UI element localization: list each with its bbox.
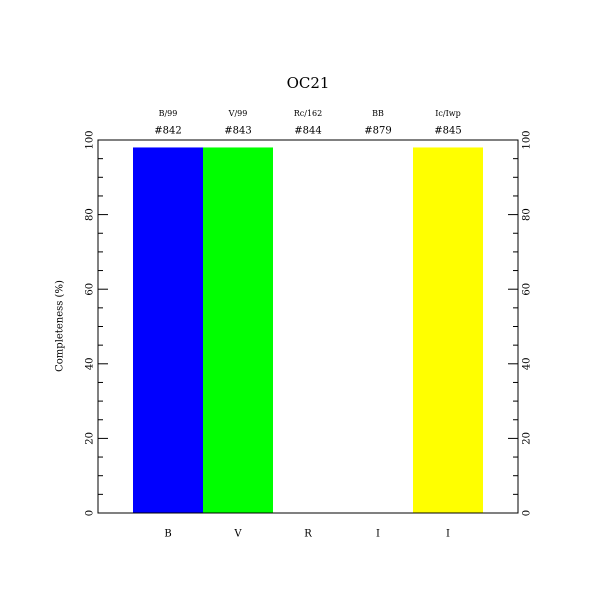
y-tick-label: 60 [85,283,96,296]
x-tick-label: B [164,529,171,540]
y-tick-label-right: 0 [522,510,533,516]
x-tick-label: R [304,529,312,540]
id-label: #844 [294,126,321,137]
y-tick-label: 80 [85,208,96,221]
filter-label: V/99 [228,109,248,118]
y-tick-label-right: 100 [522,130,533,149]
bar [203,147,273,513]
y-tick-label-right: 60 [522,283,533,296]
y-tick-label: 100 [85,130,96,149]
bar [413,147,483,513]
id-label: #845 [434,126,461,137]
x-tick-label: I [376,529,380,540]
id-label: #843 [224,126,251,137]
y-tick-label: 40 [85,357,96,370]
y-tick-label-right: 80 [522,208,533,221]
filter-label: Rc/162 [294,109,322,118]
y-tick-label-right: 40 [522,357,533,370]
filter-label: B/99 [159,109,178,118]
filter-label: Ic/Iwp [435,109,460,118]
y-tick-label: 0 [85,510,96,516]
filter-label: BB [372,109,384,118]
x-tick-label: V [233,529,242,540]
y-tick-label: 20 [85,432,96,445]
y-tick-label-right: 20 [522,432,533,445]
id-label: #842 [154,126,181,137]
id-label: #879 [364,126,391,137]
y-axis-label: Completeness (%) [55,280,66,372]
bar [133,147,203,513]
chart-title: OC21 [287,74,330,92]
x-tick-label: I [446,529,450,540]
